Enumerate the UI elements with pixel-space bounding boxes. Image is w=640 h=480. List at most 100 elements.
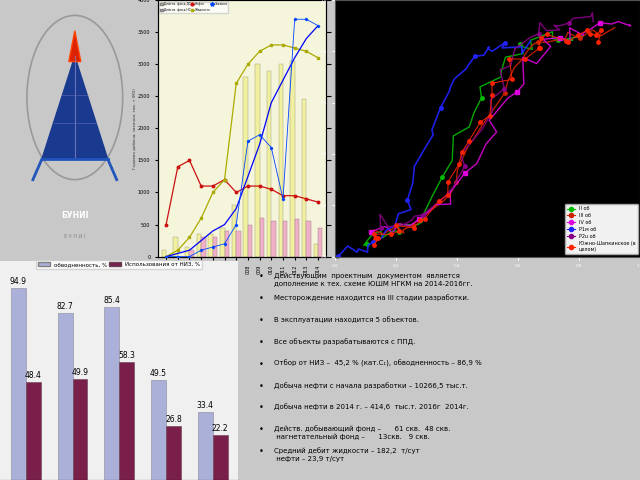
Нефть	[279, 193, 287, 199]
Text: •: •	[259, 316, 264, 325]
Жидкость	[209, 190, 217, 195]
Нефть	[197, 183, 205, 189]
Жидкость	[197, 215, 205, 221]
Жидкость	[174, 247, 182, 253]
Bar	[232, 205, 236, 257]
Text: Средний дебит жидкости – 182,2  т/сут
 нефти – 23,9 т/сут: Средний дебит жидкости – 182,2 т/сут неф…	[275, 447, 420, 462]
Bar	[166, 426, 181, 480]
Bar	[196, 234, 201, 257]
Text: 58.3: 58.3	[118, 351, 135, 360]
Жидкость	[221, 177, 228, 182]
Жидкость	[268, 42, 275, 48]
Text: Все объекты разрабатываются с ППД.: Все объекты разрабатываются с ППД.	[275, 338, 416, 345]
Text: 49.5: 49.5	[150, 369, 167, 378]
Text: 22.2: 22.2	[212, 424, 228, 433]
Жидкость	[186, 235, 193, 240]
Нефть	[268, 186, 275, 192]
Жидкость	[279, 42, 287, 48]
Text: Б У Н И I: Б У Н И I	[64, 234, 86, 239]
Bar	[162, 250, 166, 257]
Bar	[151, 380, 166, 480]
Text: Действующим  проектным  документом  является
дополнение к тех. схеме ЮШМ НГКМ на: Действующим проектным документом являетс…	[275, 272, 473, 287]
Text: •: •	[259, 338, 264, 347]
Text: БУНИI: БУНИI	[61, 211, 88, 220]
Polygon shape	[69, 31, 81, 61]
Bar	[314, 244, 318, 257]
Text: 82.7: 82.7	[57, 301, 74, 311]
Legend: II об, III об, IV об, P1м об, P2u об, Южно-Шапкинское (в
целом): II об, III об, IV об, P1м об, P2u об, Юж…	[565, 204, 637, 254]
Text: •: •	[259, 360, 264, 369]
Bar	[209, 234, 213, 257]
Bar	[225, 231, 229, 257]
Text: 94.9: 94.9	[10, 277, 27, 286]
Bar	[283, 221, 287, 257]
Bar	[294, 219, 299, 257]
Bar	[271, 221, 276, 257]
Text: •: •	[259, 447, 264, 456]
Legend: обводненность, %, Использования от НИЗ, %: обводненность, %, Использования от НИЗ, …	[36, 260, 202, 269]
Bar	[290, 61, 294, 257]
Text: •: •	[259, 425, 264, 434]
Bar	[302, 99, 307, 257]
Bar	[11, 288, 26, 480]
Нефть	[291, 193, 298, 199]
Text: Добыча нефти с начала разработки – 10266,5 тыс.т.: Добыча нефти с начала разработки – 10266…	[275, 382, 468, 389]
Line: Жидкость: Жидкость	[165, 44, 319, 258]
Нефть	[232, 190, 240, 195]
Bar	[243, 77, 248, 257]
Жидкость	[303, 48, 310, 54]
Bar	[173, 238, 178, 257]
Text: В эксплуатации находится 5 объектов.: В эксплуатации находится 5 объектов.	[275, 316, 419, 323]
Text: Отбор от НИЗ –  45,2 % (кат.С₁), обводненность – 86,9 %: Отбор от НИЗ – 45,2 % (кат.С₁), обводнен…	[275, 360, 482, 367]
Text: 49.9: 49.9	[72, 368, 88, 377]
Text: 48.4: 48.4	[25, 371, 42, 380]
Bar	[26, 382, 41, 480]
Bar	[318, 228, 323, 257]
Bar	[185, 247, 189, 257]
Text: 26.8: 26.8	[165, 415, 182, 424]
Bar	[189, 250, 194, 257]
Нефть	[209, 183, 217, 189]
Bar	[236, 231, 241, 257]
Text: •: •	[259, 382, 264, 391]
Bar	[255, 64, 260, 257]
Bar	[260, 218, 264, 257]
Y-axis label: Фонд скважин, ед.: Фонд скважин, ед.	[344, 108, 348, 149]
Text: Месторождение находится на III стадии разработки.: Месторождение находится на III стадии ра…	[275, 294, 470, 301]
Нефть	[256, 183, 264, 189]
Line: Нефть: Нефть	[165, 159, 319, 226]
Bar	[58, 312, 72, 480]
Bar	[267, 71, 271, 257]
Text: 33.4: 33.4	[196, 401, 214, 410]
Bar	[201, 238, 205, 257]
Bar	[307, 221, 311, 257]
Bar	[278, 64, 283, 257]
Жидкость	[163, 254, 170, 260]
Text: •: •	[259, 272, 264, 281]
Нефть	[244, 183, 252, 189]
Нефть	[163, 222, 170, 228]
Нефть	[186, 157, 193, 163]
Text: •: •	[259, 404, 264, 412]
Bar	[104, 307, 119, 480]
Жидкость	[256, 48, 264, 54]
Legend: Действ. фонд ДС, Действ. фонд НС, Нефть, Жидкость, Закачка: Действ. фонд ДС, Действ. фонд НС, Нефть,…	[159, 1, 228, 13]
Bar	[213, 238, 218, 257]
Polygon shape	[42, 57, 108, 159]
Bar	[72, 379, 88, 480]
Text: •: •	[259, 294, 264, 303]
Жидкость	[232, 81, 240, 86]
Жидкость	[291, 45, 298, 51]
Text: Действ. добывающий фонд –      61 скв.  48 скв.
 нагнетательный фонд –      13ск: Действ. добывающий фонд – 61 скв. 48 скв…	[275, 425, 451, 441]
Bar	[198, 412, 212, 480]
Y-axis label: Годовая добыча, закачка, тыс. т (М3): Годовая добыча, закачка, тыс. т (М3)	[132, 88, 136, 169]
Нефть	[303, 196, 310, 202]
Жидкость	[244, 61, 252, 67]
Bar	[220, 228, 225, 257]
Нефть	[221, 177, 228, 182]
Bar	[212, 435, 228, 480]
Нефть	[174, 164, 182, 170]
Bar	[248, 225, 252, 257]
Нефть	[314, 199, 322, 205]
Text: 85.4: 85.4	[103, 296, 120, 305]
